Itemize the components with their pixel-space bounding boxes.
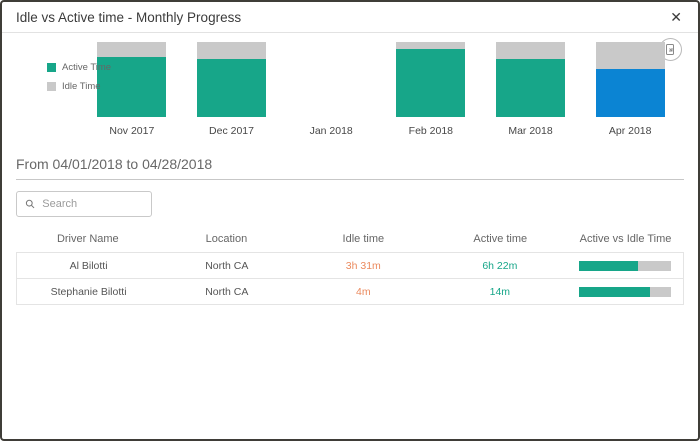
table-header-row: Driver Name Location Idle time Active time A…: [16, 229, 684, 253]
table-row[interactable]: Stephanie Bilotti North CA 4m 14m: [16, 278, 684, 305]
date-range-section: From 04/01/2018 to 04/28/2018: [16, 156, 684, 180]
bar-segment-idle[interactable]: [496, 42, 566, 60]
month-label: Mar 2018: [508, 125, 553, 137]
search-box[interactable]: [16, 191, 152, 217]
month-label: Feb 2018: [408, 125, 454, 137]
bar-segment-active[interactable]: [496, 59, 566, 117]
close-icon[interactable]: ✕: [670, 9, 682, 25]
active-time-cell: 6h 22m: [482, 259, 518, 272]
dialog-header: Idle vs Active time - Monthly Progress ✕: [2, 2, 698, 33]
monthly-progress-chart: Active Time Idle Time Nov 2017 Dec 2017 Jan…: [2, 42, 698, 146]
column-header: Driver Name: [56, 233, 119, 245]
chart-bar: [297, 42, 366, 117]
column-header: Active time: [473, 233, 528, 245]
export-report-icon: [666, 44, 674, 55]
chart-slot: Mar 2018: [481, 42, 581, 146]
active-vs-idle-bar: [578, 286, 671, 297]
bar-segment-active[interactable]: [595, 69, 665, 117]
bar-segment-idle[interactable]: [396, 42, 466, 49]
month-label: Apr 2018: [608, 125, 652, 137]
date-range-label: From 04/01/2018 to 04/28/2018: [16, 156, 213, 172]
month-label: Nov 2017: [109, 125, 155, 137]
active-vs-idle-cell: [566, 260, 683, 271]
export-report-button[interactable]: [659, 38, 682, 61]
bar-segment-active[interactable]: [97, 57, 167, 117]
chart-slot: Nov 2017: [82, 42, 182, 146]
bar-segment-idle[interactable]: [595, 42, 665, 69]
chart-slot: Dec 2017: [182, 42, 282, 146]
driver-name-cell: Al Bilotti: [69, 259, 108, 272]
chart-slot: Feb 2018: [381, 42, 481, 146]
table-body: Al Bilotti North CA 3h 31m 6h 22m Stephanie …: [16, 252, 684, 305]
legend-label: Idle Time: [62, 81, 101, 92]
active-vs-idle-bar: [578, 260, 671, 271]
dialog-title: Idle vs Active time - Monthly Progress: [16, 9, 242, 25]
active-vs-idle-cell: [566, 286, 683, 297]
month-label: Jan 2018: [309, 125, 353, 137]
location-cell: North CA: [205, 259, 249, 272]
legend-item[interactable]: Active Time: [47, 62, 111, 73]
active-vs-idle-bar-fill: [578, 260, 638, 271]
chart-slot: Jan 2018: [281, 42, 381, 146]
idle-time-cell: 3h 31m: [345, 259, 381, 272]
legend-swatch: [47, 82, 56, 91]
month-label: Dec 2017: [209, 125, 254, 137]
driver-name-cell: Stephanie Bilotti: [50, 285, 127, 298]
chart-bar[interactable]: [396, 42, 466, 117]
location-cell: North CA: [205, 285, 249, 298]
active-time-cell: 14m: [489, 285, 511, 298]
search-input[interactable]: [42, 198, 143, 210]
bar-segment-active[interactable]: [396, 48, 466, 117]
bar-segment-idle[interactable]: [197, 42, 266, 60]
column-header: Active vs Idle Time: [579, 233, 672, 245]
chart-bar[interactable]: [197, 42, 266, 117]
table-row[interactable]: Al Bilotti North CA 3h 31m 6h 22m: [16, 252, 684, 279]
legend-label: Active Time: [62, 62, 112, 73]
search-icon: [25, 199, 35, 209]
chart-bars: Nov 2017 Dec 2017 Jan 2018 Feb 2018 Mar 2018…: [82, 42, 680, 146]
bar-segment-idle[interactable]: [97, 42, 167, 57]
active-vs-idle-bar-fill: [578, 286, 651, 297]
drivers-table: Driver Name Location Idle time Active time A…: [16, 229, 684, 305]
legend-item[interactable]: Idle Time: [47, 81, 111, 92]
idle-time-cell: 4m: [356, 285, 371, 298]
chart-bar[interactable]: [496, 42, 566, 117]
chart-slot: Apr 2018: [580, 42, 680, 146]
chart-bar[interactable]: [97, 42, 167, 117]
chart-bar[interactable]: [595, 42, 665, 117]
chart-legend: Active Time Idle Time: [47, 62, 111, 100]
legend-swatch: [47, 63, 56, 72]
bar-segment-active[interactable]: [197, 59, 266, 117]
column-header: Location: [205, 233, 248, 245]
column-header: Idle time: [342, 233, 385, 245]
